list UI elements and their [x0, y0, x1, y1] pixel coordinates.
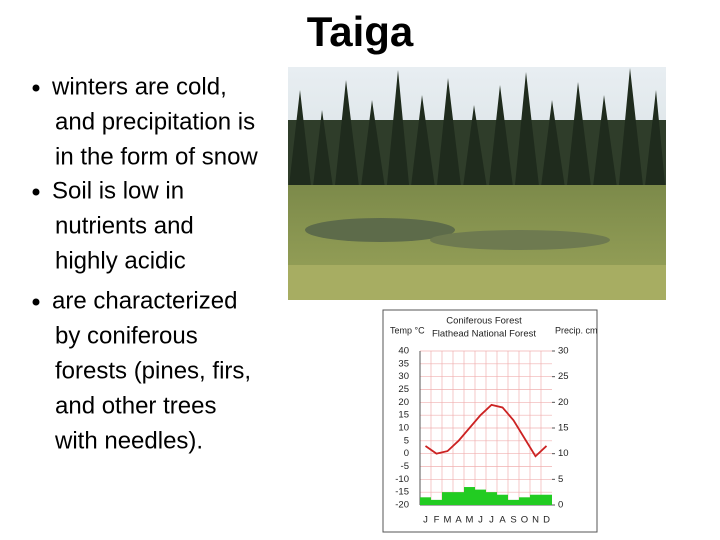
x-tick-label: A	[455, 515, 462, 526]
y-axis-label: Temp °C	[390, 325, 425, 335]
y-tick-label: 10	[398, 423, 409, 434]
precip-bar	[508, 499, 519, 505]
bullet-text: Soil is low in	[52, 177, 184, 204]
bullet-text: are characterized	[52, 287, 237, 314]
bullet-text: by coniferous	[55, 322, 198, 349]
x-tick-label: F	[434, 515, 440, 526]
bullet-dot	[32, 84, 40, 92]
x-tick-label: J	[478, 515, 483, 526]
x-tick-label: S	[510, 515, 516, 526]
bullet-text: in the form of snow	[55, 143, 258, 170]
precip-bar	[464, 487, 475, 505]
y2-axis-label: Precip. cm	[555, 325, 598, 335]
x-tick-label: M	[444, 515, 452, 526]
bullet-dot	[32, 298, 40, 306]
precip-bar	[442, 492, 453, 505]
y2-tick-label: 5	[558, 474, 563, 485]
x-tick-label: J	[423, 515, 428, 526]
y-tick-label: 35	[398, 358, 409, 369]
y2-tick-label: 10	[558, 448, 569, 459]
y2-tick-label: 15	[558, 423, 569, 434]
bullet-text: and other trees	[55, 392, 216, 419]
y-tick-label: -15	[395, 487, 409, 498]
x-tick-label: N	[532, 515, 539, 526]
temp-line	[424, 403, 548, 458]
y-tick-label: -10	[395, 474, 409, 485]
y-tick-label: 15	[398, 410, 409, 421]
y-tick-label: 40	[398, 346, 409, 357]
y-tick-label: -5	[401, 461, 409, 472]
precip-bar	[497, 494, 508, 505]
precip-bar	[530, 494, 541, 505]
y-tick-label: -20	[395, 500, 409, 511]
precip-bar	[486, 492, 497, 505]
y2-tick-label: 20	[558, 397, 569, 408]
precip-bar	[541, 494, 552, 505]
x-tick-label: O	[521, 515, 528, 526]
precip-bar	[420, 497, 431, 505]
bullet-text: and precipitation is	[55, 108, 255, 135]
chart-subtitle: Flathead National Forest	[432, 329, 536, 340]
chart-title: Coniferous Forest	[446, 316, 522, 327]
bullet-text: winters are cold,	[51, 73, 227, 100]
y2-tick-label: 0	[558, 500, 563, 511]
y2-tick-label: 30	[558, 346, 569, 357]
precip-bar	[431, 499, 442, 505]
photo	[288, 67, 666, 300]
x-tick-label: D	[543, 515, 550, 526]
x-tick-label: A	[499, 515, 506, 526]
y-tick-label: 5	[404, 435, 409, 446]
y-tick-label: 0	[404, 448, 409, 459]
bullet-text: highly acidic	[55, 247, 186, 274]
precip-bar	[519, 497, 530, 505]
bullet-text: with needles).	[54, 427, 203, 454]
y-tick-label: 20	[398, 397, 409, 408]
bullet-text: forests (pines, firs,	[55, 357, 251, 384]
bullet-text: nutrients and	[55, 212, 194, 239]
y-tick-label: 25	[398, 384, 409, 395]
x-tick-label: M	[466, 515, 474, 526]
precip-bar	[475, 489, 486, 505]
y-tick-label: 30	[398, 371, 409, 382]
x-tick-label: J	[489, 515, 494, 526]
precip-bar	[453, 492, 464, 505]
title: Taiga	[307, 8, 414, 55]
y2-tick-label: 25	[558, 371, 569, 382]
bullet-dot	[32, 188, 40, 196]
